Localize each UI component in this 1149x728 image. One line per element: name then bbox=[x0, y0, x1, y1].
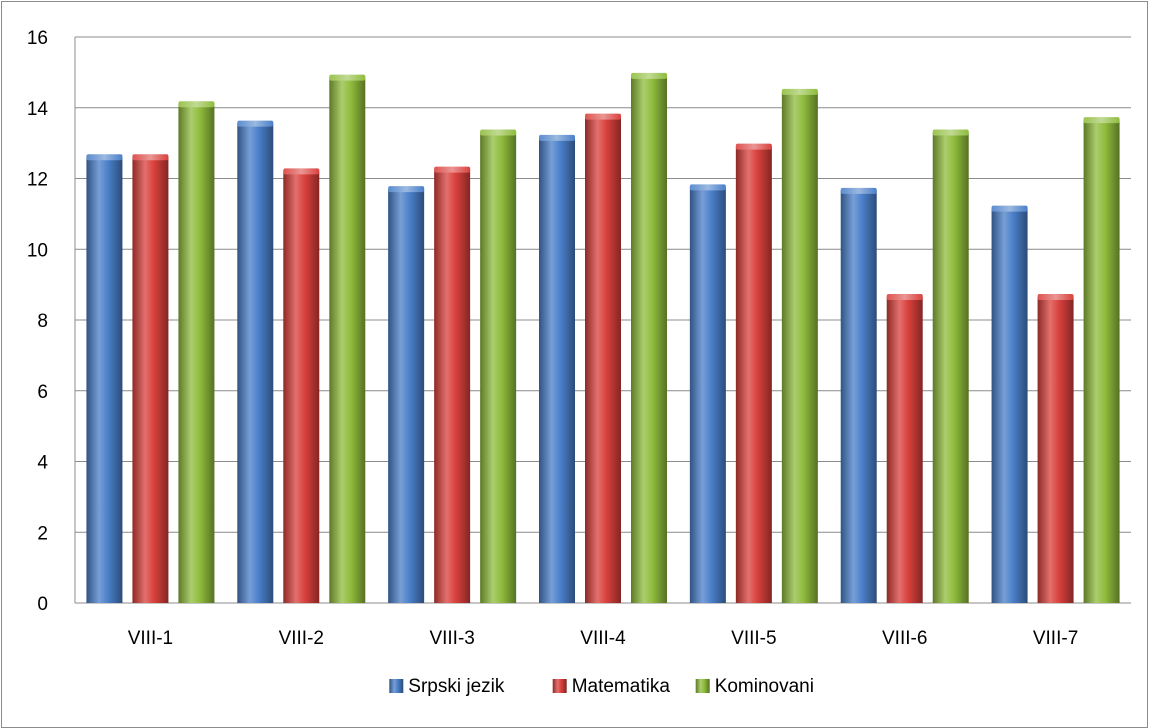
bar-VIII-5-matematika bbox=[735, 143, 772, 603]
bar-VIII-7-matematika bbox=[1037, 294, 1074, 603]
x-axis-tick-labels: VIII-1 VIII-2 VIII-3 VIII-4 VIII-5 VIII-6 VIII… bbox=[128, 628, 1079, 649]
bar-VIII-7-srpski-jezik bbox=[991, 205, 1028, 603]
x-tick-label: VIII-6 bbox=[882, 628, 927, 649]
bar-VIII-6-srpski-jezik bbox=[840, 187, 877, 603]
y-tick-label: 14 bbox=[27, 99, 49, 120]
legend-item-matematika: Matematika bbox=[552, 676, 671, 697]
y-tick-label: 4 bbox=[37, 453, 48, 474]
bar-VIII-3-srpski-jezik bbox=[388, 186, 425, 604]
y-tick-label: 16 bbox=[27, 28, 48, 49]
bar-VIII-2-srpski-jezik bbox=[237, 120, 274, 603]
legend-item-kominovani: Kominovani bbox=[695, 676, 814, 697]
x-tick-label: VIII-2 bbox=[279, 628, 324, 649]
y-tick-label: 10 bbox=[27, 240, 48, 261]
y-tick-label: 2 bbox=[37, 523, 48, 544]
bar-VIII-1-matematika bbox=[132, 154, 169, 603]
legend: Srpski jezik Matematika Kominovani bbox=[389, 676, 814, 697]
bar-VIII-2-matematika bbox=[283, 168, 320, 604]
bar-VIII-3-matematika bbox=[434, 166, 471, 603]
bar-VIII-3-kominovani bbox=[480, 129, 517, 603]
x-tick-label: VIII-4 bbox=[580, 628, 626, 649]
y-tick-label: 0 bbox=[37, 594, 48, 615]
legend-swatch bbox=[695, 679, 710, 693]
bar-VIII-6-kominovani bbox=[932, 129, 969, 603]
legend-label: Srpski jezik bbox=[408, 676, 505, 697]
bar-VIII-1-kominovani bbox=[178, 101, 215, 604]
x-tick-label: VIII-1 bbox=[128, 628, 173, 649]
bar-VIII-5-srpski-jezik bbox=[689, 184, 726, 603]
legend-swatch bbox=[552, 679, 567, 693]
y-axis-tick-labels: 0 2 4 6 8 10 12 14 16 bbox=[27, 28, 49, 615]
y-tick-label: 12 bbox=[27, 170, 48, 191]
bar-VIII-4-kominovani bbox=[631, 72, 667, 604]
bar-VIII-1-srpski-jezik bbox=[86, 154, 123, 603]
legend-label: Matematika bbox=[572, 676, 671, 697]
bar-VIII-6-matematika bbox=[886, 294, 923, 603]
bar-VIII-2-kominovani bbox=[329, 74, 366, 603]
y-tick-label: 6 bbox=[37, 382, 48, 403]
x-tick-label: VIII-7 bbox=[1033, 628, 1078, 649]
x-tick-label: VIII-5 bbox=[731, 628, 776, 649]
y-tick-label: 8 bbox=[37, 311, 48, 332]
bar-VIII-7-kominovani bbox=[1083, 117, 1120, 603]
legend-item-srpski-jezik: Srpski jezik bbox=[389, 676, 505, 697]
bar-VIII-5-kominovani bbox=[781, 88, 818, 604]
x-tick-label: VIII-3 bbox=[429, 628, 474, 649]
legend-swatch bbox=[389, 679, 404, 693]
bar-VIII-4-srpski-jezik bbox=[539, 134, 575, 603]
bars bbox=[86, 72, 1120, 604]
legend-label: Kominovani bbox=[715, 676, 814, 697]
bar-VIII-4-matematika bbox=[585, 113, 621, 603]
